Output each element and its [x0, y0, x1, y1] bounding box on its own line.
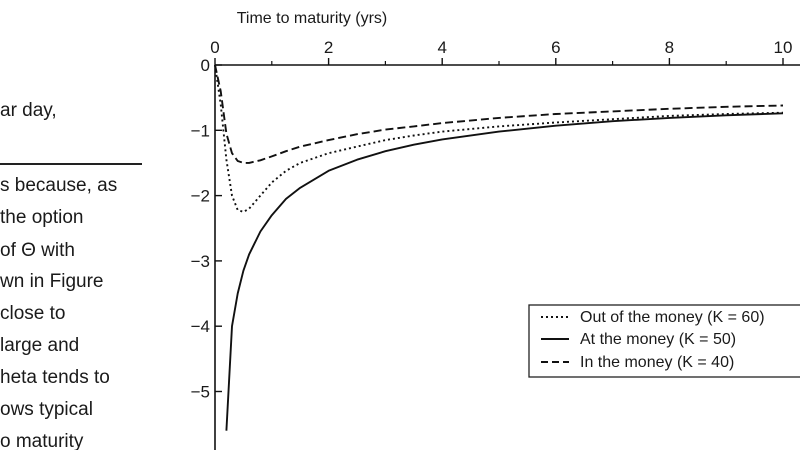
- y-tick-label: −1: [191, 121, 210, 140]
- series-layer: [214, 64, 784, 431]
- y-tick-label: 0: [201, 56, 210, 75]
- text-line: close to: [0, 303, 66, 324]
- x-tick-label: 0: [210, 38, 219, 57]
- x-tick-label: 8: [665, 38, 674, 57]
- y-tick-label: −3: [191, 252, 210, 271]
- text-line: s because, as: [0, 175, 118, 196]
- series-line-itm: [214, 64, 784, 164]
- axes: 0 2 4 6 8 10 0 −1 −2 −3 −4 −5: [191, 38, 800, 450]
- text-line: large and: [0, 335, 80, 356]
- y-tick-label: −5: [191, 383, 210, 402]
- body-text-column: ar day, s because, as the option of Θ wi…: [0, 0, 150, 450]
- series-line-otm: [214, 64, 784, 213]
- text-line: heta tends to: [0, 367, 110, 388]
- legend-label-itm: In the money (K = 40): [580, 354, 734, 371]
- text-line: ar day,: [0, 100, 57, 121]
- horizontal-rule: [0, 163, 142, 165]
- series-line-atm: [225, 112, 784, 431]
- x-tick-label: 10: [774, 38, 793, 57]
- y-tick-label: −4: [191, 317, 210, 336]
- text-line: o maturity: [0, 431, 84, 450]
- legend-label-atm: At the money (K = 50): [580, 331, 736, 348]
- legend: Out of the money (K = 60) At the money (…: [528, 304, 800, 378]
- text-line: wn in Figure: [0, 271, 104, 292]
- x-tick-label: 4: [437, 38, 446, 57]
- x-axis-title: Time to maturity (yrs): [237, 10, 388, 27]
- text-line: of Θ with: [0, 240, 75, 261]
- text-line: the option: [0, 207, 84, 228]
- legend-box: [528, 304, 800, 378]
- legend-label-otm: Out of the money (K = 60): [580, 309, 765, 326]
- x-tick-label: 6: [551, 38, 560, 57]
- x-tick-label: 2: [324, 38, 333, 57]
- y-tick-label: −2: [191, 187, 210, 206]
- text-line: ows typical: [0, 399, 93, 420]
